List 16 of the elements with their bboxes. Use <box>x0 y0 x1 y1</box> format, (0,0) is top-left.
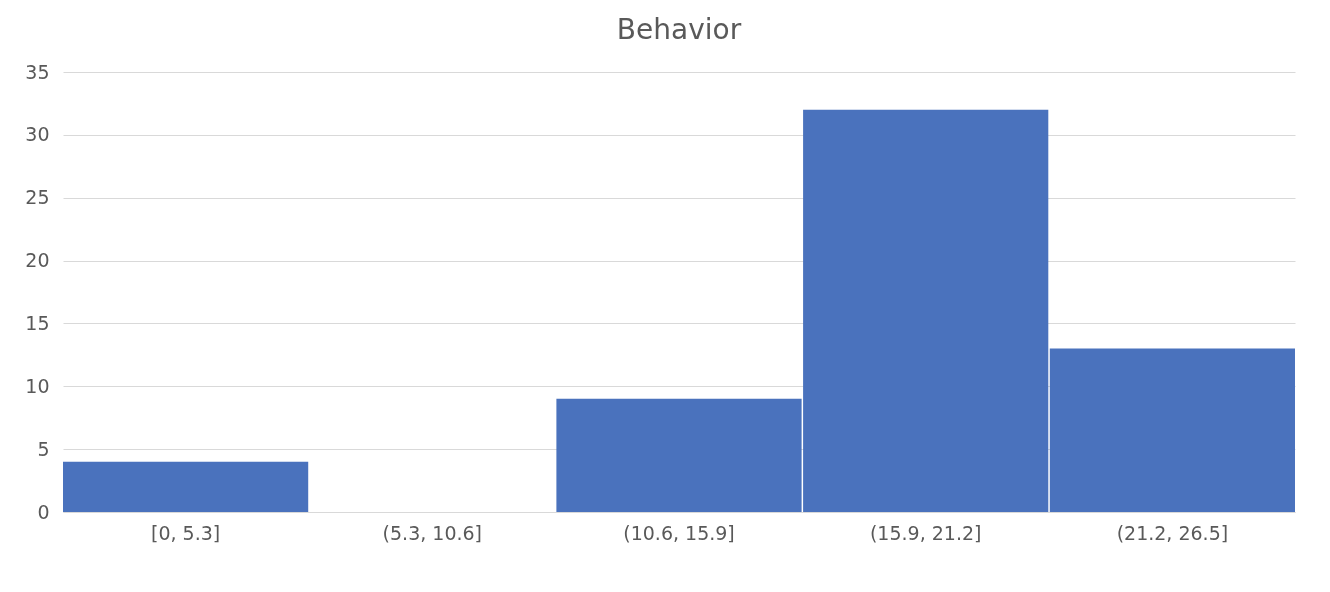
y-tick-label: 10 <box>25 374 50 397</box>
x-tick-label: (5.3, 10.6] <box>382 521 483 544</box>
y-tick-label: 5 <box>37 437 50 460</box>
chart-title: Behavior <box>616 13 742 46</box>
bar <box>63 461 309 512</box>
y-tick-label: 25 <box>25 186 50 209</box>
y-tick-label: 20 <box>25 249 50 272</box>
x-tick-label: (15.9, 21.2] <box>869 521 982 544</box>
x-tick-label: (21.2, 26.5] <box>1116 521 1229 544</box>
y-tick-label: 35 <box>25 60 50 83</box>
bar <box>1049 348 1295 512</box>
y-tick-label: 0 <box>37 500 50 523</box>
y-tick-label: 15 <box>25 311 50 334</box>
x-tick-label: [0, 5.3] <box>151 521 221 544</box>
y-tick-label: 30 <box>25 123 50 146</box>
x-tick-label: (10.6, 15.9] <box>623 521 735 544</box>
